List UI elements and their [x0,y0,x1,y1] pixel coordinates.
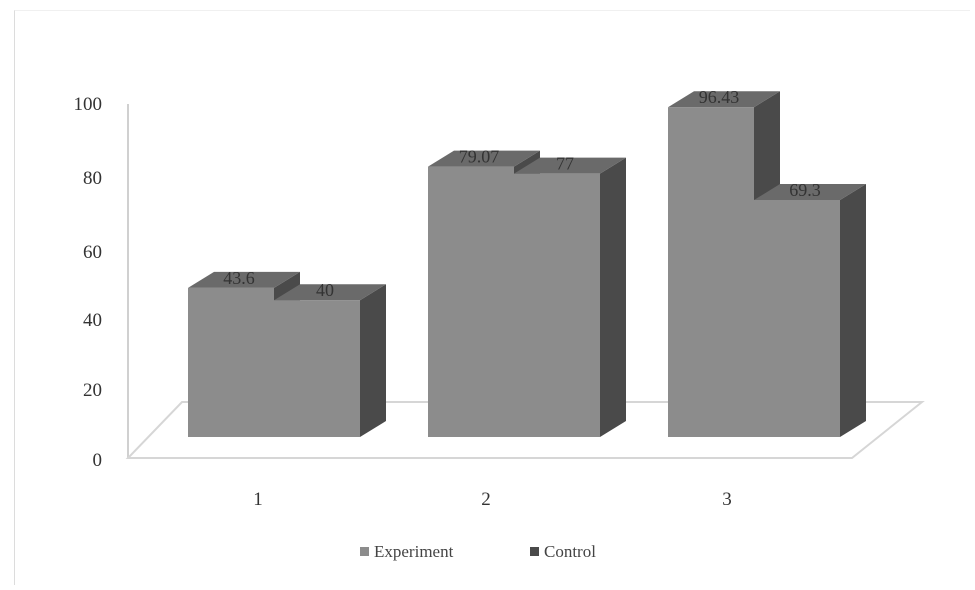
chart-floor [125,401,925,459]
x-axis-ticks: 1 2 3 [253,489,732,510]
bar-front-face [668,107,754,437]
legend-swatch [530,547,539,556]
legend-label: Control [544,542,596,561]
floor-outline [125,401,925,459]
bar-side-face [360,284,386,437]
bar-side-face [840,183,866,437]
bar-front-face [514,173,600,437]
data-label: 69.3 [789,180,821,200]
data-label: 96.43 [699,87,740,107]
data-label: 40 [316,280,334,300]
y-tick-label: 100 [74,94,103,115]
bar-top-face [754,183,866,200]
x-tick-label: 2 [481,489,491,510]
data-labels: 43.6 40 79.07 77 96.43 69.3 [223,87,821,300]
bar-top-face [668,91,780,108]
y-tick-label: 80 [83,168,102,189]
y-tick-label: 20 [83,380,102,401]
y-tick-label: 0 [93,450,103,471]
legend-item: Experiment [360,542,454,561]
data-label: 79.07 [459,147,500,167]
bar [754,183,866,437]
bar-side-face [600,157,626,437]
bar-front-face [754,199,840,437]
bar-top-face [428,150,540,167]
bar [514,157,626,437]
legend-item: Control [530,542,596,561]
legend-swatch [360,547,369,556]
bar-front-face [428,166,514,437]
y-axis: 0 20 40 60 80 100 [74,94,129,471]
bar-front-face [188,287,274,437]
bar-front-face [274,300,360,437]
legend: Experiment Control [360,542,596,561]
x-tick-label: 1 [253,489,263,510]
y-tick-label: 40 [83,310,102,331]
legend-label: Experiment [374,542,454,561]
bar-top-face [188,271,300,288]
y-tick-label: 60 [83,242,102,263]
bars [188,91,866,437]
x-tick-label: 3 [722,489,732,510]
data-label: 77 [556,154,574,174]
bar-top-face [274,284,386,301]
bar-top-face [514,157,626,174]
bar [274,284,386,437]
data-label: 43.6 [223,268,255,288]
